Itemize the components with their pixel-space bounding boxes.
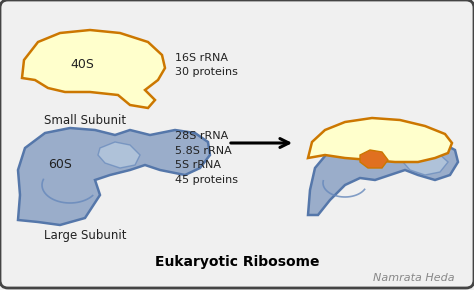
Polygon shape xyxy=(98,142,140,168)
Text: Namrata Heda: Namrata Heda xyxy=(374,273,455,283)
Text: Large Subunit: Large Subunit xyxy=(44,229,126,242)
Polygon shape xyxy=(403,150,448,175)
Text: 16S rRNA
30 proteins: 16S rRNA 30 proteins xyxy=(175,52,238,77)
Polygon shape xyxy=(18,128,210,225)
Polygon shape xyxy=(360,150,388,168)
Polygon shape xyxy=(308,118,452,162)
Polygon shape xyxy=(22,30,165,108)
Polygon shape xyxy=(308,140,458,215)
Text: Small Subunit: Small Subunit xyxy=(44,113,126,126)
Text: 60S: 60S xyxy=(48,159,72,171)
Text: Eukaryotic Ribosome: Eukaryotic Ribosome xyxy=(155,255,319,269)
Text: 28S rRNA
5.8S rRNA
5S rRNA
45 proteins: 28S rRNA 5.8S rRNA 5S rRNA 45 proteins xyxy=(175,131,238,185)
Text: 40S: 40S xyxy=(70,59,94,72)
